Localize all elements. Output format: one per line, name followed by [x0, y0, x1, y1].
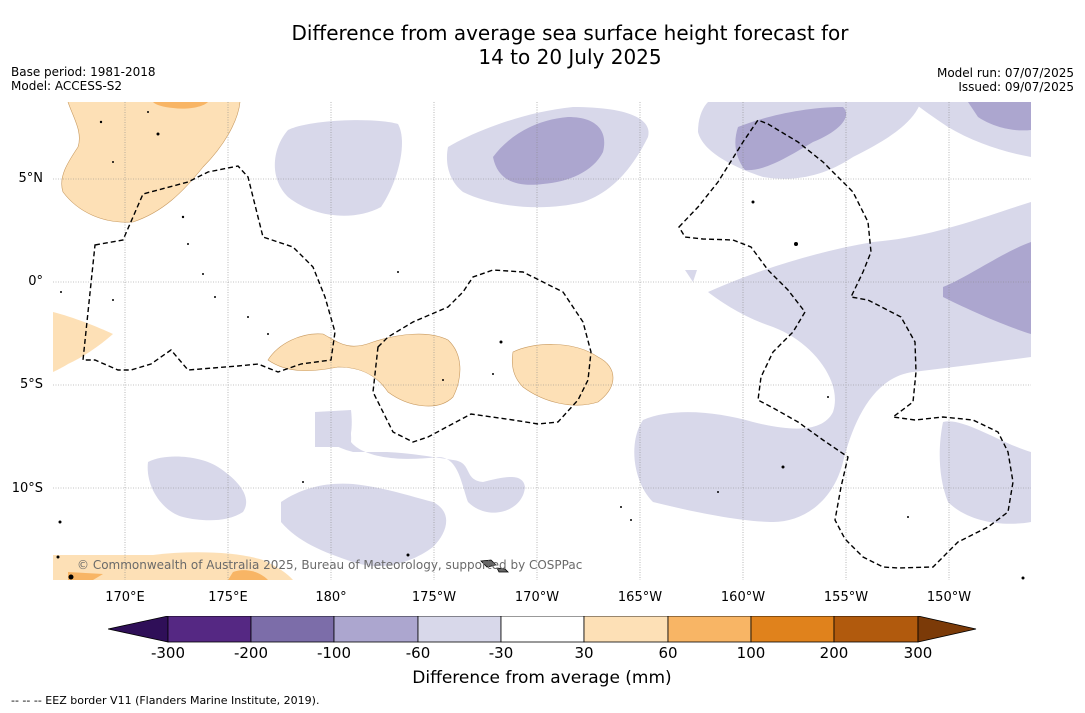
lon-label-165w: 165°W: [617, 590, 663, 605]
lat-label-0: 0°: [28, 274, 43, 289]
title-line-1: Difference from average sea surface heig…: [291, 21, 849, 45]
colorbar: [108, 616, 977, 643]
contour-lines: [61, 102, 614, 407]
colorbar-tick: -200: [233, 644, 269, 662]
graticule: [53, 102, 1031, 580]
lon-label-150w: 150°W: [926, 590, 972, 605]
lon-label-155w: 155°W: [823, 590, 869, 605]
lon-label-170e: 170°E: [105, 590, 145, 605]
colorbar-tick: 300: [903, 644, 933, 662]
title-line-2: 14 to 20 July 2025: [478, 45, 662, 69]
lat-label-5n: 5°N: [18, 171, 44, 186]
map-svg: [53, 102, 1031, 580]
lon-label-160w: 160°W: [720, 590, 766, 605]
map-title: Difference from average sea surface heig…: [0, 21, 1085, 69]
colorbar-tick: 200: [819, 644, 849, 662]
lon-label-180: 180°: [315, 590, 347, 605]
colorbar-segment-1: [167, 616, 252, 643]
base-period: Base period: 1981-2018: [11, 65, 156, 79]
eez-legend: -- -- -- EEZ border V11 (Flanders Marine…: [11, 694, 320, 707]
colorbar-segment-4: [417, 616, 502, 643]
colorbar-segment-8: [750, 616, 835, 643]
colorbar-segment-9: [833, 616, 919, 643]
negative-anomaly-light: [147, 102, 1031, 567]
colorbar-tick: -100: [316, 644, 352, 662]
meta-right: Model run: 07/07/2025 Issued: 09/07/2025: [937, 66, 1074, 94]
colorbar-segment-7: [667, 616, 752, 643]
colorbar-tick: 60: [658, 644, 678, 662]
lat-label-5s: 5°S: [19, 377, 43, 392]
colorbar-max-arrow: [917, 616, 977, 643]
meta-left: Base period: 1981-2018 Model: ACCESS-S2: [11, 65, 156, 93]
issued-date: Issued: 09/07/2025: [958, 80, 1074, 94]
lon-label-170w: 170°W: [514, 590, 560, 605]
colorbar-tick: 30: [574, 644, 594, 662]
islands: [56, 111, 1025, 580]
map-area: [53, 102, 1031, 580]
lon-label-175w: 175°W: [411, 590, 457, 605]
colorbar-tick: -60: [405, 644, 431, 662]
positive-anomaly-light: [53, 102, 613, 580]
colorbar-tick: -300: [150, 644, 186, 662]
copyright-credit: © Commonwealth of Australia 2025, Bureau…: [77, 558, 583, 572]
negative-anomaly-medium: [493, 102, 1031, 334]
lon-label-175e: 175°E: [208, 590, 248, 605]
colorbar-segment-2: [250, 616, 335, 643]
eez-borders: [82, 119, 1014, 569]
model-name: Model: ACCESS-S2: [11, 79, 123, 93]
colorbar-min-arrow: [108, 616, 169, 643]
island-shapes: [480, 559, 509, 573]
colorbar-segment-5: [500, 616, 585, 643]
colorbar-tick: -30: [488, 644, 514, 662]
colorbar-tick: 100: [736, 644, 766, 662]
model-run: Model run: 07/07/2025: [936, 66, 1074, 80]
positive-anomaly-medium: [68, 102, 268, 580]
colorbar-segment-3: [333, 616, 419, 643]
lat-label-10s: 10°S: [11, 481, 43, 496]
colorbar-label: Difference from average (mm): [412, 668, 672, 688]
colorbar-segment-6: [583, 616, 669, 643]
